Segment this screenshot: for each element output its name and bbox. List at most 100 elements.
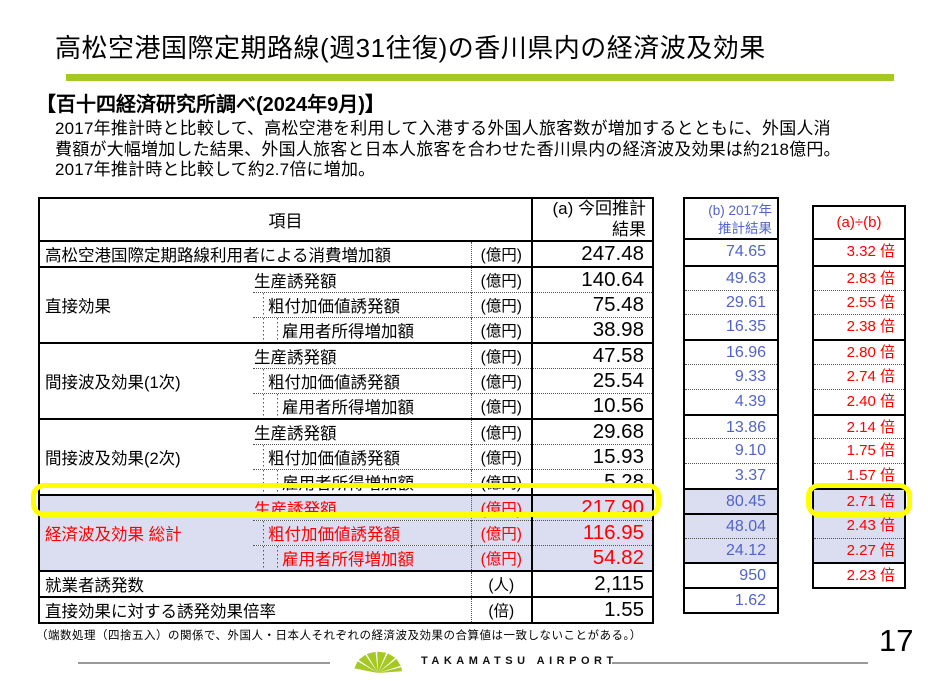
row-item: 生産誘発額 bbox=[253, 342, 471, 369]
row-value-a: 38.98 bbox=[531, 317, 653, 343]
source-heading: 【百十四経済研究所調べ(2024年9月)】 bbox=[36, 94, 385, 116]
table-row: 粗付加価値誘発額 (億円) 25.54 bbox=[39, 368, 653, 394]
row-category: 就業者誘発数 bbox=[39, 570, 471, 597]
row-ratio-total: 2.71 倍 bbox=[814, 487, 904, 513]
row-item-label: 雇用者所得増加額 bbox=[282, 551, 414, 569]
row-value-b: 29.61 bbox=[685, 289, 777, 315]
ratio-column: (a)÷(b) 3.32 倍 2.83 倍 2.55 倍 2.38 倍 2.80… bbox=[812, 205, 906, 590]
row-unit: (億円) bbox=[470, 317, 532, 343]
row-value-a: 1.55 bbox=[531, 596, 653, 623]
row-item: 粗付加価値誘発額 bbox=[253, 368, 471, 394]
row-unit: (億円) bbox=[470, 469, 532, 495]
row-unit: (億円) bbox=[470, 241, 532, 267]
row-ratio-total: 2.27 倍 bbox=[814, 537, 904, 563]
row-item-label: 生産誘発額 bbox=[254, 349, 337, 367]
row-value-b: 9.33 bbox=[685, 363, 777, 389]
row-value-a: 29.68 bbox=[531, 418, 653, 445]
row-value-b-total: 80.45 bbox=[685, 487, 777, 513]
row-item-label: 粗付加価値誘発額 bbox=[268, 298, 400, 316]
summary-line-1: 2017年推計時と比較して、高松空港を利用して入港する外国人旅客数が増加するとと… bbox=[55, 119, 831, 138]
row-value-b: 4.39 bbox=[685, 388, 777, 414]
row-unit: (億円) bbox=[470, 292, 532, 318]
footer-divider-right bbox=[612, 662, 868, 664]
row-value-b: 950 bbox=[685, 562, 777, 587]
row-value-b-total: 48.04 bbox=[685, 512, 777, 538]
row-value-a: 75.48 bbox=[531, 292, 653, 318]
row-value-b: 16.35 bbox=[685, 314, 777, 339]
airport-logo-text: TAKAMATSU AIRPORT bbox=[421, 655, 618, 667]
row-item-label: 雇用者所得増加額 bbox=[282, 323, 414, 341]
row-ratio: 2.40 倍 bbox=[814, 388, 904, 414]
row-value-b: 9.10 bbox=[685, 438, 777, 463]
takamatsu-airport-logo-icon bbox=[354, 651, 402, 673]
table-row: 就業者誘発数 (人) 2,115 bbox=[39, 570, 653, 597]
summary-paragraph: 2017年推計時と比較して、高松空港を利用して入港する外国人旅客数が増加するとと… bbox=[55, 119, 841, 181]
row-unit: (億円) bbox=[470, 545, 532, 571]
row-value-a: 5.28 bbox=[531, 469, 653, 495]
row-ratio: 2.55 倍 bbox=[814, 289, 904, 315]
row-value-a: 47.58 bbox=[531, 342, 653, 369]
row-item: 生産誘発額 bbox=[253, 418, 471, 445]
row-item: 粗付加価値誘発額 bbox=[253, 520, 471, 546]
page-number: 17 bbox=[879, 623, 914, 658]
row-unit: (億円) bbox=[470, 266, 532, 293]
row-item: 粗付加価値誘発額 bbox=[253, 444, 471, 470]
table-row: 高松空港国際定期路線利用者による消費増加額 (億円) 247.48 bbox=[39, 241, 653, 267]
row-item-label: 生産誘発額 bbox=[254, 501, 337, 519]
row-item-label: 生産誘発額 bbox=[254, 273, 337, 291]
row-ratio: 2.14 倍 bbox=[814, 413, 904, 439]
table-row: 間接波及効果(1次) 生産誘発額 (億円) 47.58 bbox=[39, 342, 653, 419]
row-item: 雇用者所得増加額 bbox=[253, 545, 471, 571]
header-ratio: (a)÷(b) bbox=[814, 207, 904, 240]
row-value-b: 3.37 bbox=[685, 463, 777, 488]
row-item: 雇用者所得増加額 bbox=[253, 393, 471, 419]
row-ratio: 1.75 倍 bbox=[814, 438, 904, 463]
row-item: 雇用者所得増加額 bbox=[253, 469, 471, 495]
table-row: 間接波及効果(2次) 生産誘発額 (億円) 29.68 bbox=[39, 418, 653, 495]
page-title: 高松空港国際定期路線(週31往復)の香川県内の経済波及効果 bbox=[55, 33, 766, 63]
row-ratio: 1.57 倍 bbox=[814, 463, 904, 488]
header-item: 項目 bbox=[39, 198, 532, 242]
summary-line-2: 費額が大幅増加した結果、外国人旅客と日本人旅客を合わせた香川県内の経済波及効果は… bbox=[55, 139, 841, 159]
table-row: 雇用者所得増加額 (億円) 5.28 bbox=[39, 469, 653, 495]
row-ratio: 3.32 倍 bbox=[846, 243, 895, 260]
row-item-label: 粗付加価値誘発額 bbox=[268, 450, 400, 468]
table-row: 粗付加価値誘発額 (億円) 15.93 bbox=[39, 444, 653, 470]
row-value-b: 13.86 bbox=[685, 413, 777, 439]
table-row: 雇用者所得増加額 (億円) 38.98 bbox=[39, 317, 653, 343]
row-value-b: 49.63 bbox=[685, 264, 777, 290]
row-unit: (億円) bbox=[470, 444, 532, 470]
row-value-a: 217.90 bbox=[531, 494, 653, 521]
header-b-estimate: (b) 2017年 推計結果 bbox=[685, 199, 777, 240]
row-item: 粗付加価値誘発額 bbox=[253, 292, 471, 318]
row-ratio: 2.74 倍 bbox=[814, 363, 904, 389]
table-row: 雇用者所得増加額 (億円) 10.56 bbox=[39, 393, 653, 419]
table-row: 粗付加価値誘発額 (億円) 75.48 bbox=[39, 292, 653, 318]
row-category: 間接波及効果(2次) bbox=[39, 418, 253, 495]
row-category: 経済波及効果 総計 bbox=[39, 494, 253, 571]
row-value-a: 247.48 bbox=[531, 241, 653, 267]
economic-effects-table: 項目 (a) 今回推計 結果 高松空港国際定期路線利用者による消費増加額 (億円… bbox=[38, 197, 654, 624]
row-ratio-total: 2.43 倍 bbox=[814, 512, 904, 538]
row-item-label: 雇用者所得増加額 bbox=[282, 399, 414, 417]
table-header-row: 項目 (a) 今回推計 結果 bbox=[39, 198, 653, 242]
row-ratio: 2.23 倍 bbox=[814, 562, 904, 587]
table-row: 直接効果 生産誘発額 (億円) 140.64 bbox=[39, 266, 653, 343]
footnote: （端数処理（四捨五入）の関係で、外国人・日本人それぞれの経済波及効果の合算値は一… bbox=[36, 630, 642, 642]
row-unit: (億円) bbox=[470, 520, 532, 546]
header-b-line1: (b) 2017年 bbox=[708, 203, 772, 218]
row-value-a: 140.64 bbox=[531, 266, 653, 293]
row-ratio: 2.80 倍 bbox=[814, 339, 904, 364]
table-row-total: 粗付加価値誘発額 (億円) 116.95 bbox=[39, 520, 653, 546]
row-value-a: 2,115 bbox=[531, 570, 653, 597]
row-category: 間接波及効果(1次) bbox=[39, 342, 253, 419]
row-category: 高松空港国際定期路線利用者による消費増加額 bbox=[45, 247, 392, 265]
header-a-line2: 結果 bbox=[612, 219, 646, 239]
row-unit: (億円) bbox=[470, 418, 532, 445]
estimate-2017-column: (b) 2017年 推計結果 74.65 49.63 29.61 16.35 1… bbox=[683, 197, 779, 614]
row-item: 生産誘発額 bbox=[253, 266, 471, 293]
header-a-line1: (a) 今回推計 bbox=[552, 199, 647, 219]
row-unit: (倍) bbox=[470, 596, 532, 623]
table-row-total: 雇用者所得増加額 (億円) 54.82 bbox=[39, 545, 653, 571]
row-item-label: 生産誘発額 bbox=[254, 425, 337, 443]
